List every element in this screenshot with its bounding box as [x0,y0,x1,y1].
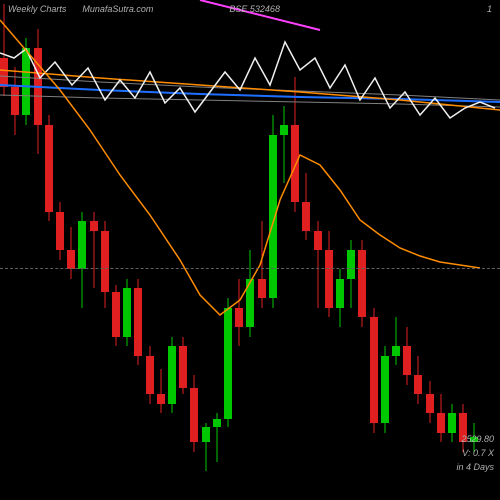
candle[interactable] [235,0,243,500]
candle[interactable] [347,0,355,500]
candle[interactable] [258,0,266,500]
candle[interactable] [45,0,53,500]
candle[interactable] [459,0,467,500]
candle[interactable] [358,0,366,500]
candle[interactable] [437,0,445,500]
candle[interactable] [213,0,221,500]
candle[interactable] [448,0,456,500]
candle[interactable] [336,0,344,500]
candle[interactable] [269,0,277,500]
header-source: MunafaSutra.com [74,4,161,14]
candle[interactable] [414,0,422,500]
candle[interactable] [146,0,154,500]
candle[interactable] [34,0,42,500]
candle[interactable] [426,0,434,500]
chart-header: Weekly Charts MunafaSutra.com BSE 532468… [0,4,500,14]
candle[interactable] [381,0,389,500]
candle[interactable] [157,0,165,500]
days-label: in 4 Days [456,462,494,472]
volume-label: V: 0.7 X [462,448,494,458]
candle[interactable] [403,0,411,500]
candle[interactable] [325,0,333,500]
candle[interactable] [67,0,75,500]
candle[interactable] [78,0,86,500]
header-right-num: 1 [479,4,500,14]
candle[interactable] [190,0,198,500]
candle[interactable] [392,0,400,500]
candlestick-chart[interactable] [0,0,500,500]
last-price-label: 2529.80 [461,434,494,444]
candle[interactable] [179,0,187,500]
candle[interactable] [101,0,109,500]
candle[interactable] [280,0,288,500]
candle[interactable] [202,0,210,500]
candle[interactable] [168,0,176,500]
header-chart-type: Weekly Charts [0,4,74,14]
candle[interactable] [370,0,378,500]
candle[interactable] [314,0,322,500]
header-symbol: BSE 532468 [221,4,288,14]
candle[interactable] [22,0,30,500]
candle[interactable] [246,0,254,500]
candle[interactable] [0,0,8,500]
candle[interactable] [302,0,310,500]
candle[interactable] [291,0,299,500]
candle[interactable] [11,0,19,500]
candle[interactable] [56,0,64,500]
candle[interactable] [224,0,232,500]
candle[interactable] [123,0,131,500]
candle[interactable] [90,0,98,500]
candle[interactable] [470,0,478,500]
last-price-line [0,268,500,269]
candle[interactable] [112,0,120,500]
candle[interactable] [134,0,142,500]
